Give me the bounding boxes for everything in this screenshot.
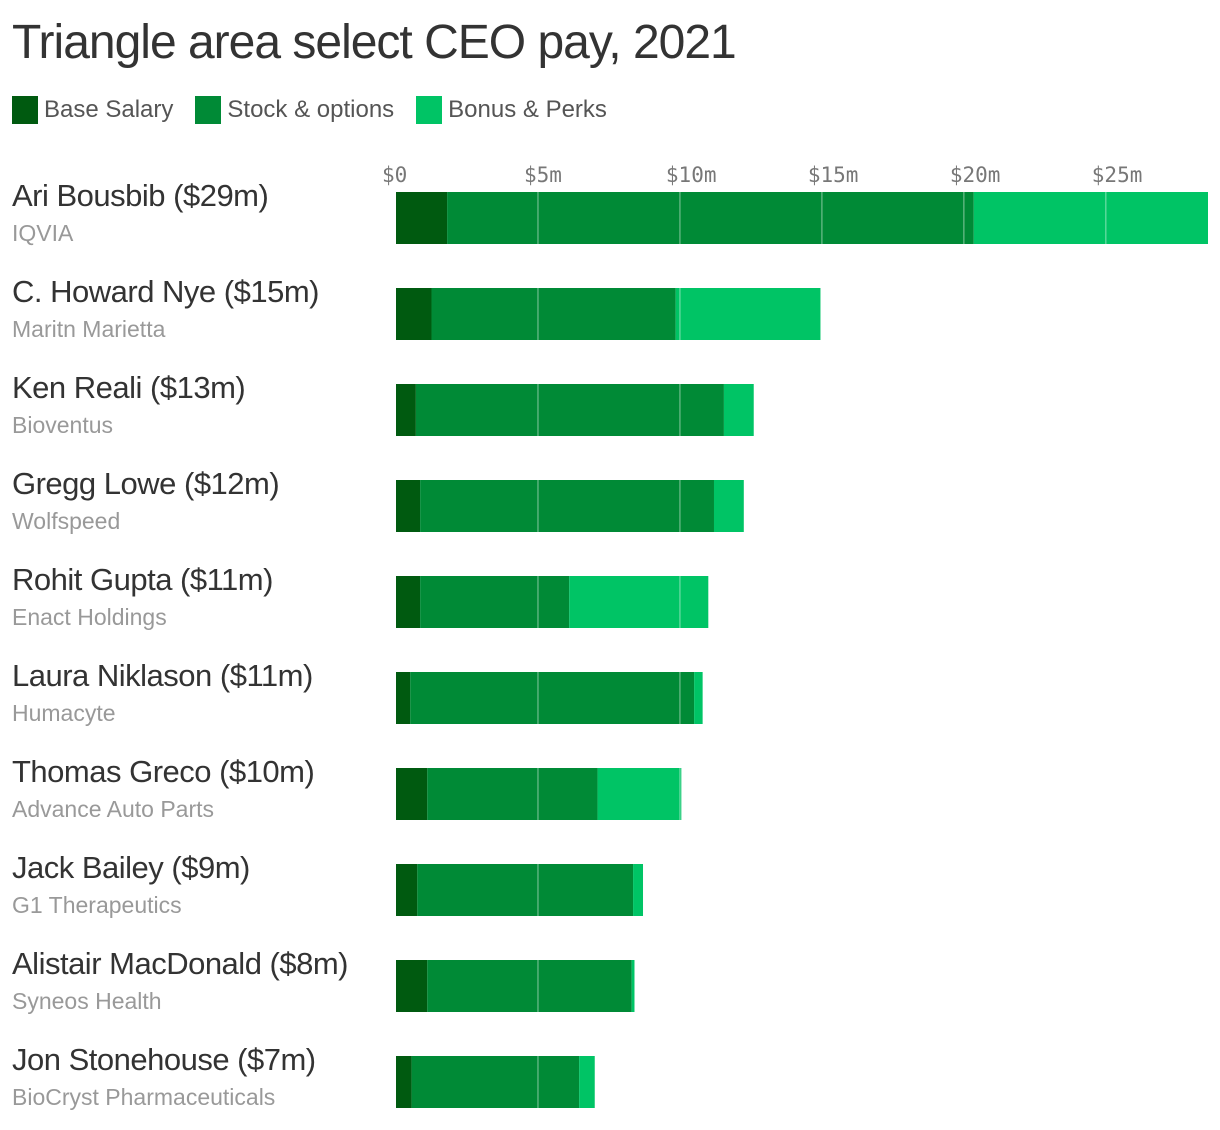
legend-swatch-base-salary xyxy=(12,96,38,124)
ceo-name: Rohit Gupta ($11m) xyxy=(12,562,273,597)
row-label: Ari Bousbib ($29m) IQVIA xyxy=(12,178,392,248)
row-label: Ken Reali ($13m) Bioventus xyxy=(12,370,392,440)
company-name: BioCryst Pharmaceuticals xyxy=(12,1084,276,1110)
row-label: Rohit Gupta ($11m) Enact Holdings xyxy=(12,562,392,632)
bar-segment-stock-options xyxy=(420,576,570,628)
bar-segment-bonus-perks xyxy=(597,768,682,820)
chart-legend: Base Salary Stock & options Bonus & Perk… xyxy=(12,96,629,124)
x-tick-label: $0 xyxy=(382,163,407,187)
bar-segment-bonus-perks xyxy=(973,192,1208,244)
bar-segment-bonus-perks xyxy=(579,1056,595,1108)
company-name: Wolfspeed xyxy=(12,508,121,534)
bar-segment-base-salary xyxy=(396,1056,412,1108)
company-name: Advance Auto Parts xyxy=(12,796,215,822)
ceo-name: C. Howard Nye ($15m) xyxy=(12,274,319,309)
ceo-name: Laura Niklason ($11m) xyxy=(12,658,313,693)
legend-label-base-salary: Base Salary xyxy=(44,96,174,123)
row-label: Jon Stonehouse ($7m) BioCryst Pharmaceuti… xyxy=(12,1042,392,1112)
row-label: C. Howard Nye ($15m) Maritn Marietta xyxy=(12,274,392,344)
bar-segment-base-salary xyxy=(396,384,416,436)
legend-item-stock-options: Stock & options xyxy=(195,96,394,124)
bar-segment-bonus-perks xyxy=(569,576,709,628)
company-name: Bioventus xyxy=(12,412,114,438)
ceo-name: Jack Bailey ($9m) xyxy=(12,850,250,885)
row-label: Jack Bailey ($9m) G1 Therapeutics xyxy=(12,850,392,920)
row-label: Alistair MacDonald ($8m) Syneos Health xyxy=(12,946,392,1016)
ceo-name: Alistair MacDonald ($8m) xyxy=(12,946,349,981)
bar-segment-bonus-perks xyxy=(694,672,703,724)
bar-segment-base-salary xyxy=(396,192,448,244)
legend-label-bonus-perks: Bonus & Perks xyxy=(448,96,607,123)
ceo-name: Gregg Lowe ($12m) xyxy=(12,466,280,501)
bar-segment-base-salary xyxy=(396,672,411,724)
bar-segment-bonus-perks xyxy=(713,480,744,532)
ceo-name: Ari Bousbib ($29m) xyxy=(12,178,269,213)
x-tick-label: $10m xyxy=(666,163,717,187)
bar-segment-stock-options xyxy=(420,480,714,532)
x-tick-label: $15m xyxy=(808,163,859,187)
bar-segment-base-salary xyxy=(396,576,421,628)
ceo-name: Thomas Greco ($10m) xyxy=(12,754,315,789)
bar-segment-base-salary xyxy=(396,864,418,916)
bar-segment-stock-options xyxy=(427,960,632,1012)
company-name: Maritn Marietta xyxy=(12,316,166,342)
bar-segment-stock-options xyxy=(427,768,598,820)
x-tick-label: $25m xyxy=(1092,163,1143,187)
company-name: G1 Therapeutics xyxy=(12,892,182,918)
bar-segment-stock-options xyxy=(431,288,676,340)
row-label: Thomas Greco ($10m) Advance Auto Parts xyxy=(12,754,392,824)
bar-segment-base-salary xyxy=(396,768,428,820)
legend-swatch-bonus-perks xyxy=(416,96,443,124)
company-name: Enact Holdings xyxy=(12,604,167,630)
company-name: Humacyte xyxy=(12,700,116,726)
x-tick-label: $20m xyxy=(950,163,1001,187)
row-label: Gregg Lowe ($12m) Wolfspeed xyxy=(12,466,392,536)
bar-segment-stock-options xyxy=(417,864,634,916)
bar-segment-stock-options xyxy=(410,672,695,724)
ceo-name: Jon Stonehouse ($7m) xyxy=(12,1042,316,1077)
bar-segment-bonus-perks xyxy=(675,288,821,340)
chart-title: Triangle area select CEO pay, 2021 xyxy=(12,16,737,69)
bar-segment-stock-options xyxy=(415,384,724,436)
row-label: Laura Niklason ($11m) Humacyte xyxy=(12,658,392,728)
x-tick-label: $5m xyxy=(524,163,562,187)
company-name: Syneos Health xyxy=(12,988,162,1014)
bar-segment-base-salary xyxy=(396,960,428,1012)
legend-item-base-salary: Base Salary xyxy=(12,96,173,124)
bar-segment-base-salary xyxy=(396,480,421,532)
bar-segment-bonus-perks xyxy=(631,960,635,1012)
bar-segment-stock-options xyxy=(411,1056,580,1108)
bar-segment-base-salary xyxy=(396,288,432,340)
ceo-name: Ken Reali ($13m) xyxy=(12,370,246,405)
bar-segment-stock-options xyxy=(447,192,974,244)
bar-segment-bonus-perks xyxy=(723,384,754,436)
legend-swatch-stock-options xyxy=(195,96,222,124)
legend-label-stock-options: Stock & options xyxy=(227,96,395,123)
legend-item-bonus-perks: Bonus & Perks xyxy=(416,96,607,124)
company-name: IQVIA xyxy=(12,220,74,246)
bar-segment-bonus-perks xyxy=(633,864,644,916)
